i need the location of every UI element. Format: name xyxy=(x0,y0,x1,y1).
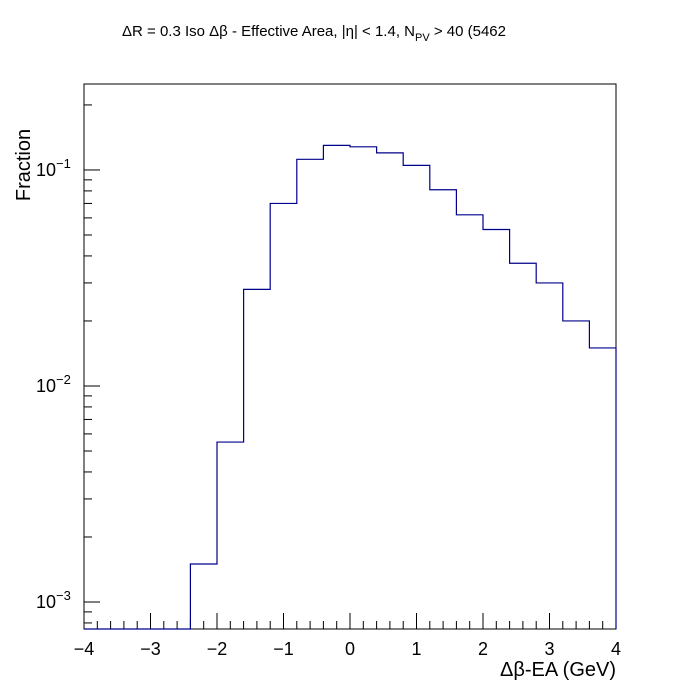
x-tick-label: −1 xyxy=(273,639,294,659)
x-tick-label: 3 xyxy=(544,639,554,659)
plot-frame xyxy=(83,83,617,630)
x-tick-label: −4 xyxy=(74,639,95,659)
chart-title-main: ΔR = 0.3 Iso Δβ - Effective Area, |η| < … xyxy=(122,23,415,40)
y-axis-label: Fraction xyxy=(13,129,35,201)
y-tick-label: 10−3 xyxy=(36,588,71,612)
chart-title: ΔR = 0.3 Iso Δβ - Effective Area, |η| < … xyxy=(122,23,506,44)
y-tick-label: 10−1 xyxy=(36,156,71,180)
x-tick-label: 2 xyxy=(478,639,488,659)
x-tick-label: 0 xyxy=(345,639,355,659)
x-tick-label: −3 xyxy=(140,639,161,659)
y-tick-label: 10−2 xyxy=(36,372,71,396)
chart-title-tail: > 40 (5462 xyxy=(430,23,506,40)
histogram-series xyxy=(84,144,617,630)
x-tick-label: −2 xyxy=(207,639,228,659)
chart-title-subscript: PV xyxy=(415,32,430,44)
x-axis-label: Δβ-EA (GeV) xyxy=(500,659,616,681)
x-tick-label: 1 xyxy=(411,639,421,659)
x-axis-ticks: −4 −3 −2 −1 0 1 2 3 4 xyxy=(74,613,621,659)
x-tick-label: 4 xyxy=(611,639,621,659)
y-axis-ticks: 10−3 10−2 10−1 xyxy=(36,104,100,624)
